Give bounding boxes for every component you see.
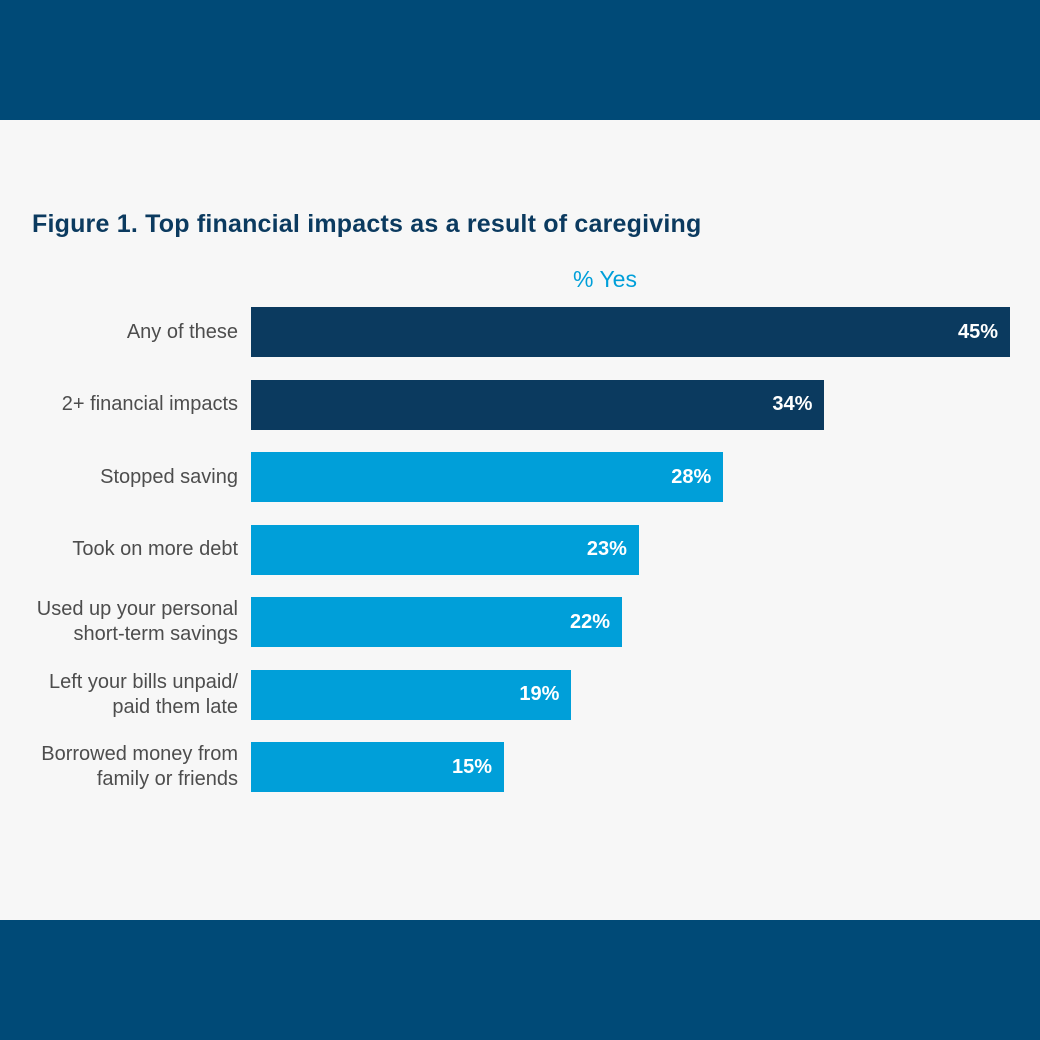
bar: 45% [251, 307, 1010, 357]
bar-value-label: 19% [519, 683, 560, 705]
bar-row: Borrowed money from family or friends 15% [0, 742, 1040, 792]
bar-value-label: 45% [957, 320, 998, 343]
bar-value-label: 22% [570, 610, 611, 633]
bar: 19% [251, 669, 572, 720]
category-label: Borrowed money from family or friends [41, 743, 238, 790]
bar-value-label: 23% [586, 538, 627, 560]
bar-value-label: 28% [671, 465, 712, 488]
bar: 28% [251, 452, 724, 502]
bar-row: 2+ financial impacts 34% [0, 379, 1040, 430]
bar-value-label: 34% [772, 393, 813, 415]
series-label: % Yes [573, 266, 637, 292]
bar-row: Left your bills unpaid/ paid them late 19… [0, 669, 1040, 720]
bar-row: Used up your personal short-term savings… [0, 597, 1040, 647]
bar: 23% [251, 524, 639, 575]
bar: 15% [251, 742, 504, 792]
chart-title: Figure 1. Top financial impacts as a res… [32, 210, 702, 238]
category-label: 2+ financial impacts [61, 393, 238, 415]
category-label: Used up your personal short-term savings [36, 598, 238, 645]
header-band [0, 0, 1040, 120]
bar-value-label: 15% [451, 755, 492, 778]
bar: 34% [251, 379, 825, 430]
bar: 22% [251, 597, 623, 647]
category-label: Any of these [126, 320, 238, 343]
bar-row: Any of these 45% [0, 307, 1040, 357]
category-label: Took on more debt [72, 538, 238, 560]
footer-band [0, 920, 1040, 1040]
category-label: Left your bills unpaid/ paid them late [48, 670, 238, 718]
category-label: Stopped saving [100, 465, 238, 488]
bar-row: Took on more debt 23% [0, 524, 1040, 575]
bar-row: Stopped saving 28% [0, 452, 1040, 502]
